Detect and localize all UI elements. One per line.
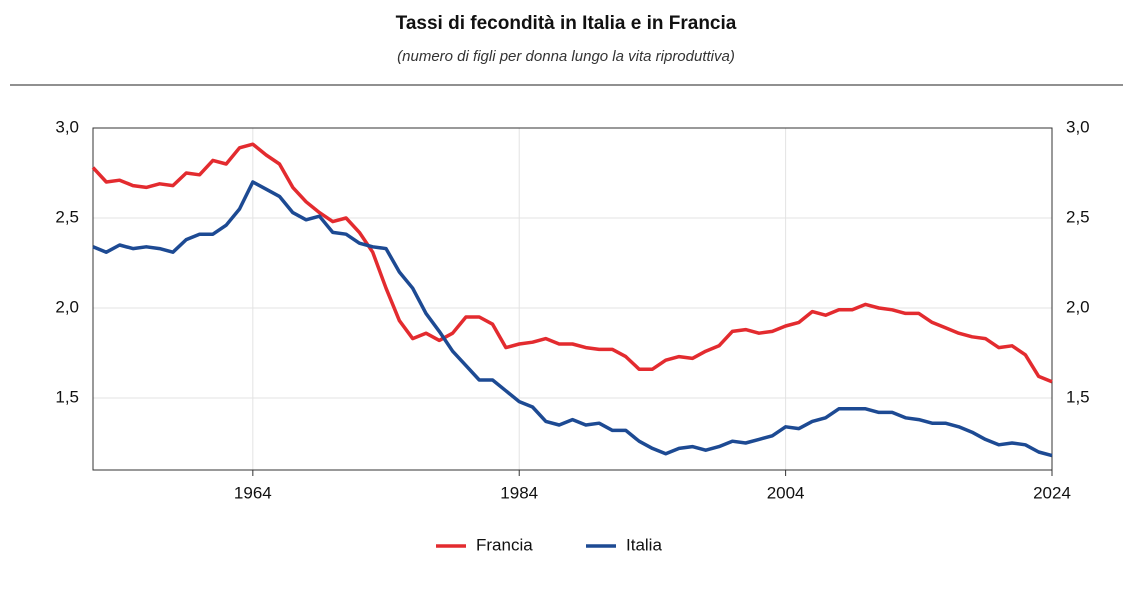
y-tick-label: 2,0	[55, 297, 79, 316]
chart-subtitle: (numero di figli per donna lungo la vita…	[397, 48, 735, 65]
series-line	[91, 142, 1053, 384]
x-tick-label: 2004	[767, 483, 805, 502]
legend-label: Italia	[626, 535, 662, 554]
x-tick-label: 2024	[1033, 483, 1071, 502]
y-tick-label: 1,5	[55, 387, 79, 406]
x-tick-label: 1984	[500, 483, 538, 502]
y2-tick-label: 2,0	[1066, 297, 1090, 316]
legend-label: Francia	[476, 535, 533, 554]
y2-tick-label: 1,5	[1066, 387, 1090, 406]
plot-frame	[92, 127, 1053, 471]
y-tick-label: 3,0	[55, 117, 79, 136]
x-tick-label: 1964	[234, 483, 272, 502]
y2-tick-label: 2,5	[1066, 207, 1090, 226]
y2-tick-label: 3,0	[1066, 117, 1090, 136]
y-tick-label: 2,5	[55, 207, 79, 226]
series-line	[92, 180, 1053, 458]
chart-title: Tassi di fecondità in Italia e in Franci…	[396, 13, 737, 34]
